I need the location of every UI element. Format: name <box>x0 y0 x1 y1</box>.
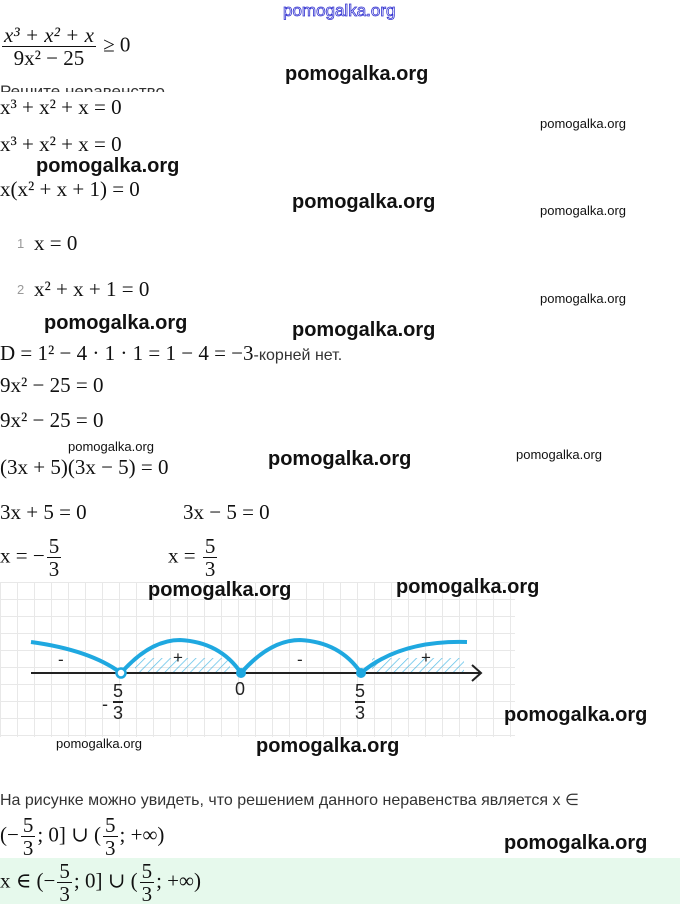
watermark: pomogalka.org <box>504 832 648 854</box>
point-5-3 <box>356 668 366 678</box>
sign-3: - <box>297 650 303 669</box>
ans-num2: 5 <box>103 813 118 837</box>
final-den1: 3 <box>59 882 70 906</box>
label-zero: 0 <box>235 679 246 699</box>
root1-den: 3 <box>48 557 60 581</box>
root2-den: 3 <box>204 557 216 581</box>
eq2b: 9x² − 25 = 0 <box>0 408 104 432</box>
case1-number: 1 <box>17 236 25 251</box>
watermark: pomogalka.org <box>285 63 429 85</box>
eq1: x³ + x² + x = 0 <box>0 95 122 119</box>
watermark-top: pomogalka.org <box>283 1 396 21</box>
watermark: pomogalka.org <box>540 116 626 131</box>
root1-lhs: x = − <box>0 543 45 568</box>
watermark: pomogalka.org <box>56 736 142 751</box>
sign-1: - <box>58 650 64 669</box>
label-num: 5 <box>113 681 124 703</box>
linear1: 3x + 5 = 0 <box>0 500 87 524</box>
final-num1: 5 <box>57 859 72 883</box>
hatch-region-1 <box>135 658 230 672</box>
watermark: pomogalka.org <box>256 735 400 757</box>
point-minus-5-3 <box>115 667 127 679</box>
watermark: pomogalka.org <box>68 439 154 454</box>
root2-lhs: x = <box>168 543 196 568</box>
root1: x = −5 3 <box>0 535 63 580</box>
sign-4: + <box>421 648 431 667</box>
point-0 <box>236 668 246 678</box>
watermark: pomogalka.org <box>504 704 648 726</box>
watermark: pomogalka.org <box>36 155 180 177</box>
watermark: pomogalka.org <box>292 191 436 213</box>
task-label: Решите неравенство <box>0 82 165 92</box>
watermark: pomogalka.org <box>540 203 626 218</box>
watermark: pomogalka.org <box>148 579 292 601</box>
conclusion-answer: (− 5 3; 0] ∪ (5 3; +∞) <box>0 814 164 859</box>
ans-open: (− <box>0 822 19 847</box>
no-roots: -корней нет. <box>253 347 343 364</box>
final-answer: x ∈ (− 5 3; 0] ∪ (5 3; +∞) <box>0 860 201 905</box>
ans-den1: 3 <box>22 836 34 860</box>
final-num2: 5 <box>139 859 155 883</box>
answer-box: x ∈ (− 5 3; 0] ∪ (5 3; +∞) <box>0 858 680 905</box>
eq1b: x³ + x² + x = 0 <box>0 132 122 156</box>
problem-inequality: x³ + x² + x 9x² − 25 ≥ 0 <box>0 24 130 69</box>
watermark: pomogalka.org <box>396 576 540 598</box>
label-den: 3 <box>355 703 366 723</box>
ans-end: ; +∞) <box>119 822 165 847</box>
task-label-text: Решите неравенство <box>0 82 165 92</box>
numerator: x³ + x² + x <box>2 23 96 47</box>
ans-mid: ; 0] ∪ ( <box>37 822 102 847</box>
factor2: (3x + 5)(3x − 5) = 0 <box>0 455 169 479</box>
denominator: 9x² − 25 <box>13 46 85 70</box>
case2-number: 2 <box>17 282 25 297</box>
relation: ≥ 0 <box>103 32 131 57</box>
root1-num: 5 <box>46 534 62 558</box>
watermark: pomogalka.org <box>292 319 436 341</box>
linear2: 3x − 5 = 0 <box>183 500 270 524</box>
discriminant: D = 1² − 4 · 1 · 1 = 1 − 4 = −3 <box>0 341 254 365</box>
final-mid: ; 0] ∪ ( <box>73 868 138 893</box>
sign-2: + <box>173 648 183 667</box>
case1: x = 0 <box>34 231 78 255</box>
factor: x(x² + x + 1) = 0 <box>0 177 140 201</box>
watermark: pomogalka.org <box>268 448 412 470</box>
label-num: 5 <box>355 681 366 703</box>
conclusion-text: На рисунке можно увидеть, что решением д… <box>0 792 579 809</box>
root2-num: 5 <box>202 534 218 558</box>
label-den: 3 <box>113 703 124 723</box>
watermark: pomogalka.org <box>540 291 626 306</box>
ans-den2: 3 <box>105 836 116 860</box>
final-den2: 3 <box>141 882 153 906</box>
watermark: pomogalka.org <box>44 312 188 334</box>
final-prefix: x ∈ (− <box>0 868 56 893</box>
axis-arrow-icon <box>471 664 483 682</box>
eq2: 9x² − 25 = 0 <box>0 373 104 397</box>
discriminant-line: D = 1² − 4 · 1 · 1 = 1 − 4 = −3-корней н… <box>0 341 342 366</box>
final-end: ; +∞) <box>156 868 201 893</box>
ans-num1: 5 <box>20 813 36 837</box>
watermark: pomogalka.org <box>516 447 602 462</box>
hatch-region-2 <box>372 658 464 672</box>
case2: x² + x + 1 = 0 <box>34 277 150 301</box>
label-minus: - <box>102 694 108 714</box>
